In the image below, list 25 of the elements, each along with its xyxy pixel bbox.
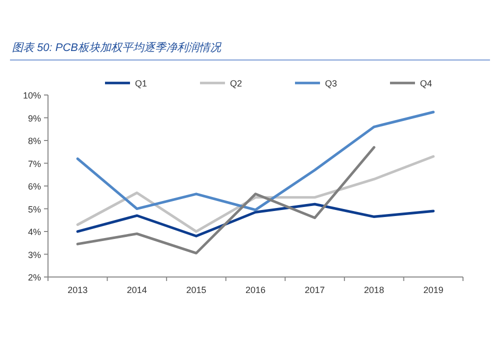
y-tick-label: 4% <box>28 227 41 237</box>
x-tick-label: 2017 <box>304 285 325 295</box>
y-tick-label: 2% <box>28 272 41 282</box>
x-tick-label: 2013 <box>68 285 88 295</box>
y-tick-label: 6% <box>28 182 41 192</box>
y-tick-label: 3% <box>28 250 41 260</box>
y-tick-label: 7% <box>28 158 41 169</box>
y-tick-label: 9% <box>28 113 41 124</box>
y-tick-label: 10% <box>22 90 41 100</box>
x-tick-label: 2018 <box>364 285 384 295</box>
line-series <box>76 146 376 254</box>
x-tick-label: 2014 <box>126 285 147 295</box>
line-series <box>76 155 435 233</box>
chart-title: 图表 50: PCB板块加权平均逐季净利润情况 <box>12 41 222 54</box>
x-tick-label: 2019 <box>423 285 444 295</box>
legend-label: Q2 <box>230 78 242 88</box>
y-tick-label: 8% <box>28 136 41 146</box>
y-tick-label: 5% <box>28 204 41 214</box>
line-series <box>76 202 435 238</box>
line-series <box>76 110 435 212</box>
x-tick-label: 2016 <box>245 285 266 295</box>
x-tick-label: 2015 <box>186 285 206 295</box>
legend-label: Q1 <box>135 78 148 88</box>
legend-label: Q4 <box>420 78 432 88</box>
legend-label: Q3 <box>325 78 338 88</box>
